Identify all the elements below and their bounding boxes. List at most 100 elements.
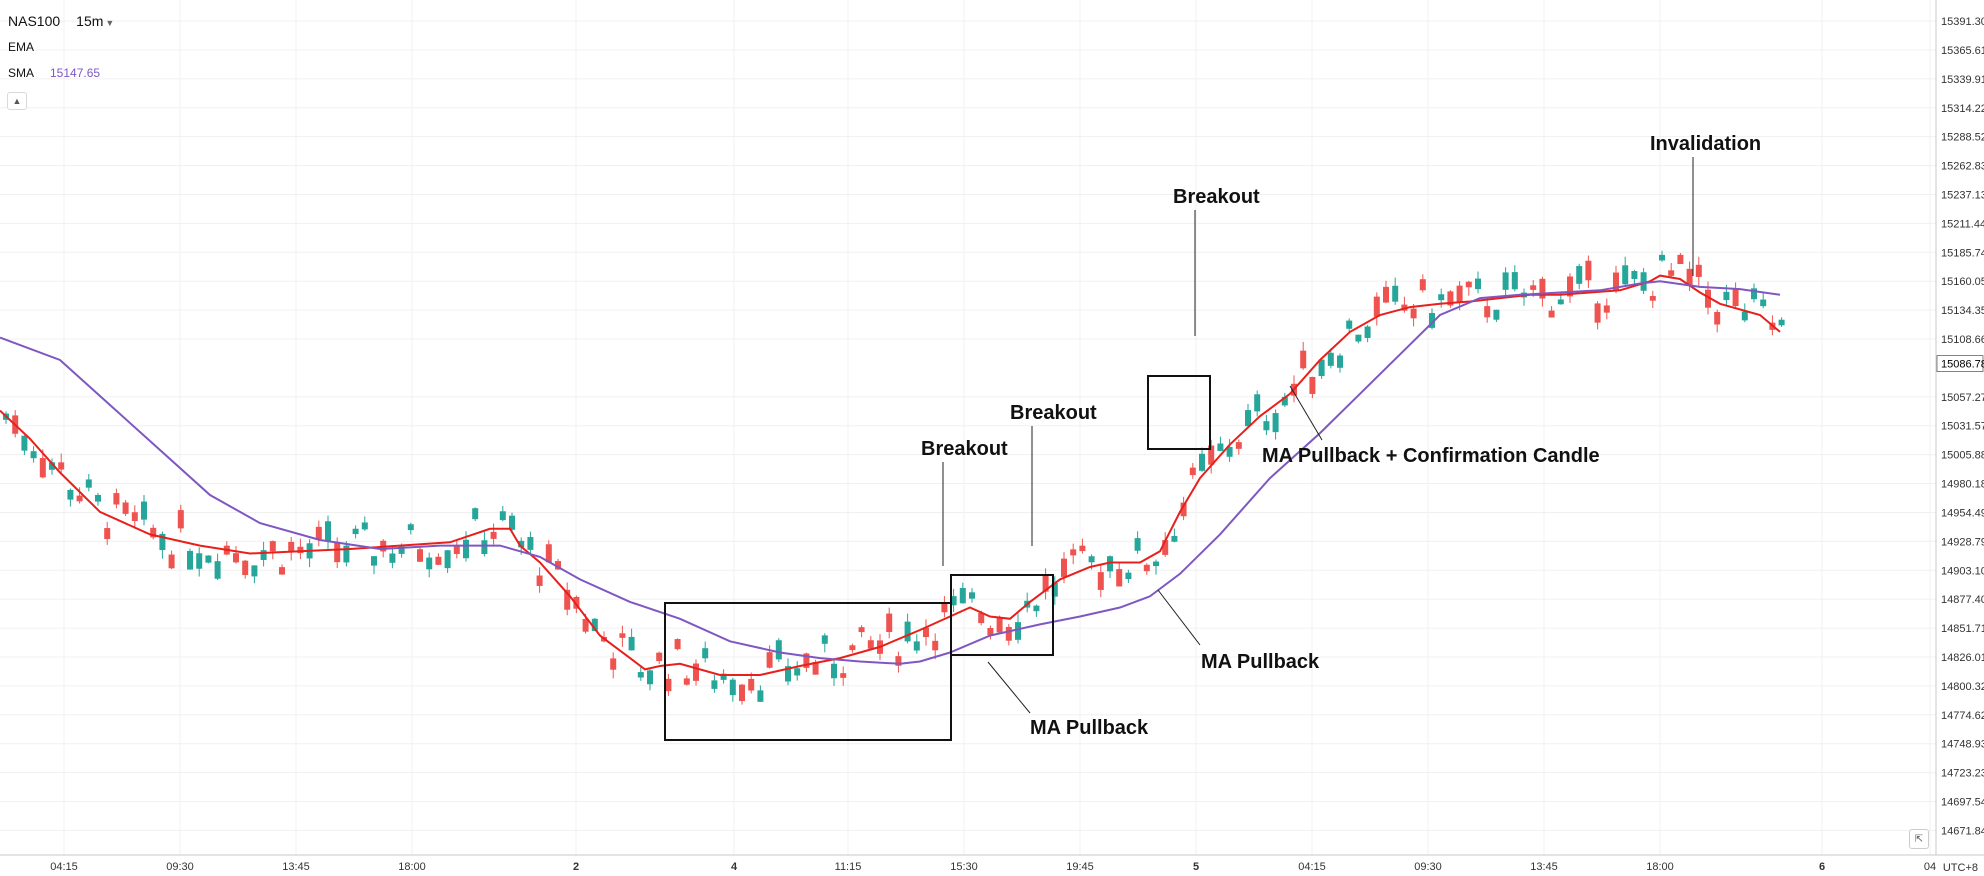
x-tick-label: 6	[1819, 861, 1825, 873]
chevron-up-icon[interactable]: ▲	[7, 92, 27, 110]
candle-down	[288, 541, 295, 553]
candle-up	[251, 565, 258, 577]
timeframe-selector[interactable]: 15m ▼	[72, 11, 118, 31]
candle-up	[904, 621, 911, 642]
annotation-label: Breakout	[1173, 186, 1260, 208]
candle-down	[1649, 296, 1656, 301]
candle-up	[1134, 538, 1141, 551]
candle-up	[1254, 394, 1261, 412]
chevron-down-icon: ▼	[105, 18, 115, 28]
candle-up	[711, 680, 718, 689]
sma-indicator-label[interactable]: SMA	[8, 66, 35, 80]
candle-up	[720, 673, 727, 680]
annotation-box	[664, 602, 952, 741]
candle-down	[315, 526, 322, 540]
chart-legend: NAS100 15m ▼ EMA SMA 15147.65	[8, 8, 118, 86]
annotation-label: Invalidation	[1650, 133, 1761, 155]
candle-up	[49, 462, 55, 470]
annotation-leader-line	[1289, 385, 1323, 441]
candle-up	[509, 515, 515, 530]
candle-up	[1751, 288, 1757, 300]
candle-up	[821, 635, 828, 644]
candle-up	[1355, 334, 1362, 342]
candle-up	[785, 666, 791, 682]
y-tick-label: 15288.52	[1941, 132, 1984, 144]
candle-down	[1447, 291, 1454, 306]
candle-down	[867, 640, 874, 649]
candle-up	[1741, 311, 1748, 321]
candle-down	[297, 546, 304, 554]
candle-down	[766, 652, 773, 668]
candle-up	[969, 592, 975, 599]
candle-up	[1502, 272, 1509, 290]
symbol-label[interactable]: NAS100	[8, 13, 61, 29]
candle-down	[923, 627, 929, 638]
candle-down	[941, 602, 948, 613]
candle-up	[1171, 535, 1178, 542]
timezone-label[interactable]: UTC+8	[1942, 862, 1978, 874]
candle-up	[794, 668, 801, 676]
ema-indicator-label[interactable]: EMA	[8, 40, 35, 54]
candle-down	[177, 510, 184, 529]
x-tick-label: 2	[573, 861, 579, 873]
candle-up	[407, 524, 414, 531]
candle-down	[1530, 285, 1537, 290]
candle-up	[1511, 272, 1518, 290]
candle-down	[1235, 442, 1242, 449]
candle-down	[803, 653, 810, 668]
y-tick-label: 15185.74	[1941, 247, 1984, 259]
candle-up	[1125, 572, 1132, 580]
candle-up	[1475, 278, 1481, 290]
candle-down	[812, 661, 819, 675]
candle-down	[1061, 558, 1067, 577]
candle-down	[1005, 626, 1012, 641]
candle-down	[233, 553, 239, 563]
candle-down	[150, 527, 157, 538]
candle-down	[1585, 260, 1592, 281]
candle-up	[1659, 254, 1665, 261]
candle-down	[683, 678, 690, 685]
candle-down	[1548, 310, 1555, 318]
candle-up	[426, 557, 433, 570]
timeframe-label: 15m	[76, 13, 104, 29]
candle-down	[656, 652, 663, 662]
candle-up	[702, 648, 709, 659]
candle-up	[444, 550, 451, 569]
candle-down	[1309, 376, 1316, 394]
annotation-label: Breakout	[1010, 402, 1097, 424]
candle-down	[1484, 306, 1491, 318]
y-tick-label: 15391.30	[1941, 16, 1984, 28]
candle-down	[1042, 574, 1049, 592]
candle-up	[950, 596, 957, 606]
candle-up	[1088, 556, 1095, 563]
y-tick-label: 14928.79	[1941, 536, 1984, 548]
candle-down	[582, 618, 589, 632]
candle-down	[242, 560, 249, 576]
candle-up	[959, 587, 966, 604]
candle-up	[361, 522, 368, 530]
candle-up	[325, 521, 331, 542]
sma-indicator-value: 15147.65	[50, 66, 101, 80]
candle-up	[159, 533, 166, 551]
x-tick-label: 15:30	[950, 861, 978, 873]
candle-down	[619, 633, 626, 638]
x-tick-label: 18:00	[398, 861, 426, 873]
reset-scale-icon[interactable]: ⇱	[1909, 829, 1929, 849]
candle-up	[1438, 294, 1445, 301]
y-tick-label: 14826.01	[1941, 652, 1984, 664]
y-tick-label: 14877.40	[1941, 594, 1984, 606]
candle-down	[1162, 540, 1169, 555]
candle-down	[1594, 303, 1601, 323]
candle-down	[1383, 286, 1389, 303]
candle-down	[1208, 445, 1215, 465]
candle-down	[279, 567, 285, 575]
x-tick-label: 09:30	[166, 861, 194, 873]
candle-down	[849, 645, 856, 651]
candle-up	[831, 663, 837, 679]
candle-up	[1392, 285, 1399, 302]
candle-up	[775, 640, 782, 660]
x-tick-label: 18:00	[1646, 861, 1674, 873]
candle-down	[895, 656, 902, 666]
